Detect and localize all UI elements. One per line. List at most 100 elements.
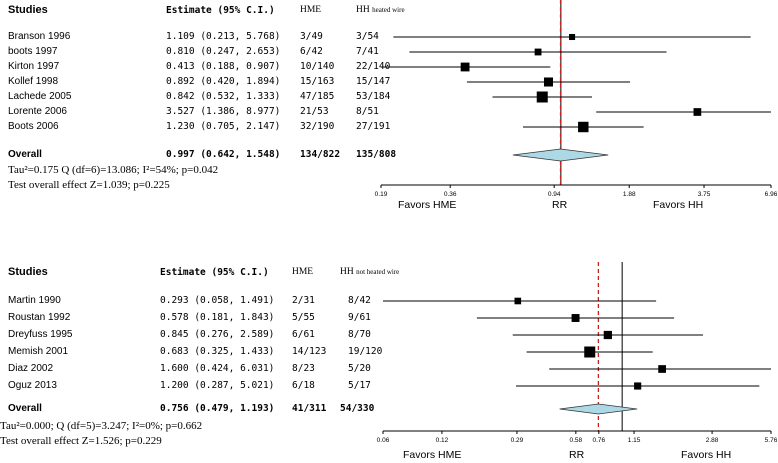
study-name: Memish 2001 (8, 346, 69, 357)
studies-header: Studies (8, 4, 48, 16)
study-estimate: 0.842 (0.532, 1.333) (166, 91, 281, 102)
overall-diamond (512, 148, 609, 162)
study-hme-count: 32/190 (300, 121, 335, 132)
study-estimate: 0.578 (0.181, 1.843) (160, 312, 275, 323)
study-hh-count: 7/41 (356, 46, 379, 57)
heterogeneity-stats: Tau²=0.175 Q (df=6)=13.086; I²=54%; p=0.… (8, 164, 219, 176)
study-name: Lorente 2006 (8, 106, 67, 117)
x-axis-tick-label: 0.29 (511, 437, 524, 444)
overall-estimate: 0.756 (0.479, 1.193) (160, 403, 275, 414)
x-axis-tick-label: 0.58 (570, 437, 583, 444)
favors-left-label: Favors HME (403, 449, 462, 461)
favors-left-label: Favors HME (398, 199, 457, 211)
hh-header: HH heated wire (356, 5, 405, 15)
study-estimate: 0.413 (0.188, 0.907) (166, 61, 281, 72)
x-axis-tick-label: 1.15 (628, 437, 641, 444)
study-hme-count: 21/53 (300, 106, 329, 117)
study-hme-count: 6/18 (292, 380, 315, 391)
forest-plot-not-heated-wire: 0.06 0.12 0.29 0.58 0.76 1.15 2.88 5.76 Studies… (0, 258, 778, 463)
study-hh-count: 19/120 (348, 346, 383, 357)
hme-header: HME (292, 267, 314, 277)
x-axis-tick-label: 0.94 (548, 191, 561, 198)
overall-estimate: 0.997 (0.642, 1.548) (166, 149, 281, 160)
study-hh-count: 5/17 (348, 380, 371, 391)
overall-label: Overall (8, 149, 42, 160)
study-hh-count: 15/147 (356, 76, 391, 87)
estimate-header: Estimate (95% C.I.) (166, 5, 275, 16)
study-hme-count: 6/42 (300, 46, 323, 57)
study-name: Diaz 2002 (8, 363, 54, 374)
study-estimate: 0.293 (0.058, 1.491) (160, 295, 275, 306)
x-axis-tick-label: 0.19 (375, 191, 388, 198)
study-estimate: 1.600 (0.424, 6.031) (160, 363, 275, 374)
overall-hme-count: 41/311 (292, 403, 327, 414)
study-point-estimate (460, 62, 470, 72)
study-estimate: 0.892 (0.420, 1.894) (166, 76, 281, 87)
study-hh-count: 8/42 (348, 295, 371, 306)
study-point-estimate (693, 108, 702, 116)
study-hme-count: 5/55 (292, 312, 315, 323)
study-name: Martin 1990 (8, 295, 61, 306)
study-estimate: 3.527 (1.386, 8.977) (166, 106, 281, 117)
study-point-estimate (658, 365, 666, 373)
study-hh-count: 8/70 (348, 329, 371, 340)
study-name: Kirton 1997 (8, 61, 60, 72)
overall-effect-stats: Test overall effect Z=1.039; p=0.225 (8, 179, 170, 191)
studies-header: Studies (8, 266, 48, 278)
study-estimate: 1.109 (0.213, 5.768) (166, 31, 281, 42)
study-hme-count: 2/31 (292, 295, 315, 306)
study-hme-count: 47/185 (300, 91, 335, 102)
study-name: Lachede 2005 (8, 91, 72, 102)
x-axis-tick-label: 1.88 (623, 191, 636, 198)
study-hme-count: 8/23 (292, 363, 315, 374)
study-estimate: 1.200 (0.287, 5.021) (160, 380, 275, 391)
study-estimate: 0.810 (0.247, 2.653) (166, 46, 281, 57)
study-point-estimate (571, 314, 580, 322)
heterogeneity-stats: Tau²=0.000; Q (df=5)=3.247; I²=0%; p=0.6… (0, 420, 203, 432)
study-point-estimate (514, 297, 522, 305)
study-point-estimate (534, 48, 542, 56)
overall-effect-stats: Test overall effect Z=1.526; p=0.229 (0, 435, 162, 447)
study-point-estimate (634, 382, 642, 390)
study-hme-count: 6/61 (292, 329, 315, 340)
study-name: Roustan 1992 (8, 312, 71, 323)
x-axis-tick-label: 5.76 (765, 437, 778, 444)
x-axis-tick-label: 6.96 (765, 191, 778, 198)
study-name: Boots 2006 (8, 121, 59, 132)
study-hme-count: 15/163 (300, 76, 335, 87)
study-name: Kollef 1998 (8, 76, 59, 87)
study-name: Oguz 2013 (8, 380, 57, 391)
x-axis-tick-label: 3.75 (698, 191, 711, 198)
study-hh-count: 27/191 (356, 121, 391, 132)
x-axis-tick-label: 0.76 (593, 437, 606, 444)
study-estimate: 1.230 (0.705, 2.147) (166, 121, 281, 132)
study-hme-count: 10/140 (300, 61, 335, 72)
overall-hh-count: 54/330 (340, 403, 375, 414)
favors-right-label: Favors HH (653, 199, 704, 211)
study-point-estimate (578, 121, 589, 133)
study-hh-count: 9/61 (348, 312, 371, 323)
estimate-header: Estimate (95% C.I.) (160, 267, 269, 278)
study-hme-count: 14/123 (292, 346, 327, 357)
overall-label: Overall (8, 403, 42, 414)
overall-hme-count: 134/822 (300, 149, 341, 160)
x-axis-tick-label: 0.12 (436, 437, 449, 444)
study-point-estimate (603, 330, 612, 340)
x-axis-tick-label: 0.36 (444, 191, 457, 198)
study-hme-count: 3/49 (300, 31, 323, 42)
x-axis-tick-label: 0.06 (377, 437, 390, 444)
study-hh-count: 53/184 (356, 91, 391, 102)
study-name: boots 1997 (8, 46, 58, 57)
study-hh-count: 3/54 (356, 31, 379, 42)
study-hh-count: 8/51 (356, 106, 379, 117)
study-name: Dreyfuss 1995 (8, 329, 73, 340)
hh-header: HH not heated wire (340, 267, 400, 277)
study-estimate: 0.683 (0.325, 1.433) (160, 346, 275, 357)
x-axis-title: RR (569, 449, 585, 461)
study-point-estimate (536, 91, 548, 103)
forest-plot-heated-wire: 0.19 0.36 0.94 1.88 3.75 6.96 Studies Estimat… (0, 0, 778, 215)
overall-diamond (559, 403, 638, 415)
x-axis-tick-label: 2.88 (706, 437, 719, 444)
study-hh-count: 5/20 (348, 363, 371, 374)
study-point-estimate (543, 77, 553, 87)
